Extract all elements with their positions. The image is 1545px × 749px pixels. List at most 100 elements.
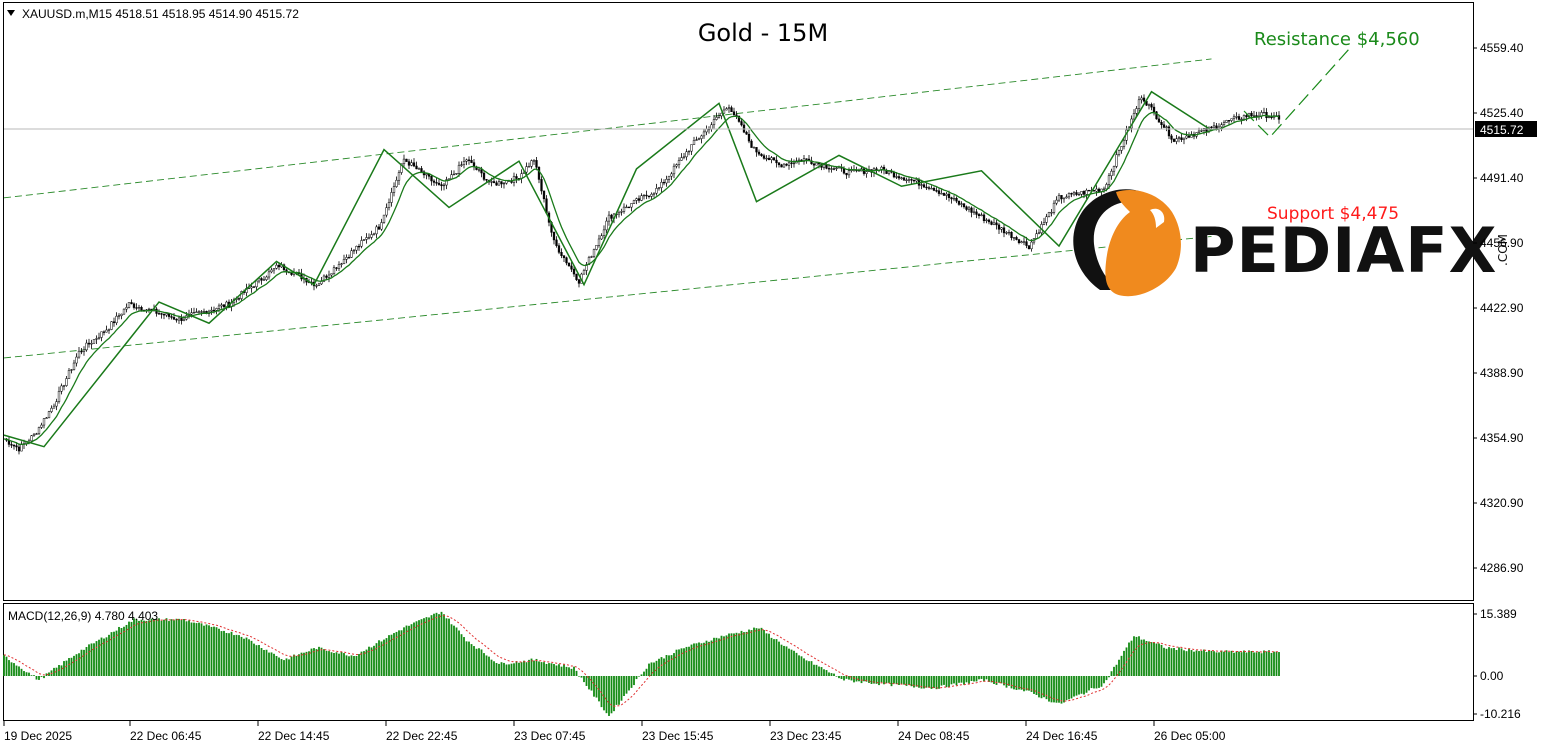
candle-body — [695, 139, 698, 141]
candle-body — [972, 211, 976, 213]
candle-body — [607, 214, 611, 222]
macd-tick: -10.216 — [1480, 707, 1521, 721]
resistance-label: Resistance $4,560 — [1254, 29, 1420, 50]
macd-bar — [1080, 676, 1083, 694]
macd-bar — [710, 640, 713, 676]
macd-bar — [643, 671, 645, 676]
candle-body — [727, 107, 731, 109]
macd-bar — [228, 633, 230, 676]
macd-bar — [598, 676, 600, 702]
macd-bar — [540, 662, 543, 676]
dropdown-triangle-icon[interactable] — [7, 10, 15, 16]
candle-body — [457, 164, 461, 174]
macd-bar — [1048, 676, 1050, 702]
candle-body — [42, 418, 46, 426]
macd-bar — [673, 653, 675, 676]
candle-body — [40, 424, 43, 428]
macd-bar — [825, 670, 828, 676]
candle-body — [887, 171, 891, 174]
candle-body — [1135, 108, 1138, 114]
macd-bar — [183, 619, 185, 676]
candle-body — [662, 181, 666, 184]
support-label: Support $4,475 — [1267, 204, 1399, 224]
macd-bar — [1160, 644, 1163, 676]
macd-bar — [855, 676, 858, 682]
macd-bar — [990, 676, 993, 683]
macd-bar — [1190, 650, 1193, 676]
candle-body — [1232, 116, 1236, 119]
macd-bar — [210, 626, 213, 676]
candle-body — [942, 193, 946, 196]
macd-bar — [765, 633, 768, 676]
macd-bar — [955, 676, 958, 686]
macd-bar — [993, 676, 995, 684]
price-tick: 4388.90 — [1480, 366, 1524, 380]
candle-body — [650, 193, 653, 197]
macd-bar — [13, 663, 15, 676]
candle-body — [402, 158, 406, 164]
macd-bar — [140, 619, 143, 676]
macd-bar — [530, 658, 533, 676]
macd-bar — [675, 649, 678, 676]
macd-bar — [795, 652, 798, 676]
candle-body — [195, 311, 198, 313]
candle-body — [342, 259, 346, 265]
price-tick: 4456.90 — [1480, 236, 1524, 250]
macd-bar — [380, 641, 383, 676]
macd-bar — [1255, 652, 1258, 676]
candle-body — [252, 286, 256, 288]
candle-body — [552, 232, 556, 241]
macd-bar — [1213, 651, 1215, 676]
candle-body — [730, 107, 733, 113]
macd-bar — [1050, 676, 1053, 703]
macd-bar — [283, 660, 285, 676]
candle-body — [622, 206, 626, 212]
macd-bar — [45, 673, 48, 676]
macd-bar — [565, 666, 568, 676]
candle-body — [327, 274, 331, 278]
logo-wordmark: PEDIAFX — [1190, 214, 1497, 287]
candle-body — [790, 162, 793, 164]
candle-body — [565, 257, 568, 264]
candle-body — [750, 140, 753, 148]
candle-body — [95, 338, 98, 340]
macd-bar — [1195, 650, 1198, 676]
candle-body — [910, 179, 913, 181]
candle-body — [432, 180, 436, 183]
macd-bar — [53, 667, 55, 676]
macd-bar — [1128, 642, 1130, 676]
candle-body — [1082, 191, 1086, 195]
time-tick: 24 Dec 16:45 — [1026, 729, 1098, 743]
macd-bar — [648, 663, 650, 676]
candle-body — [715, 117, 718, 120]
macd-bar — [333, 652, 335, 676]
macd-bar — [525, 662, 528, 676]
candle-body — [357, 245, 361, 248]
candle-body — [685, 151, 688, 158]
macd-bar — [115, 630, 118, 676]
macd-bar — [695, 643, 698, 676]
candle-body — [1262, 112, 1266, 114]
macd-bar — [798, 655, 800, 676]
macd-bar — [838, 676, 840, 679]
macd-bar — [1025, 676, 1028, 691]
macd-bar — [1170, 648, 1173, 676]
candle-body — [1045, 216, 1048, 223]
macd-bar — [388, 635, 390, 676]
candle-body — [1035, 233, 1038, 239]
candle-body — [397, 172, 401, 181]
candle-body — [1002, 227, 1006, 234]
macd-bar — [593, 676, 595, 697]
macd-bar — [178, 618, 180, 676]
macd-bar — [1230, 650, 1233, 676]
macd-bar — [665, 655, 668, 676]
candle-body — [1267, 116, 1271, 119]
macd-bar — [1038, 676, 1040, 698]
candle-body — [725, 108, 728, 111]
macd-bar — [173, 620, 175, 676]
candle-body — [782, 163, 786, 168]
macd-bar — [170, 619, 173, 676]
macd-bar — [1165, 648, 1168, 676]
macd-bar — [1138, 636, 1140, 676]
macd-bar — [295, 655, 298, 676]
